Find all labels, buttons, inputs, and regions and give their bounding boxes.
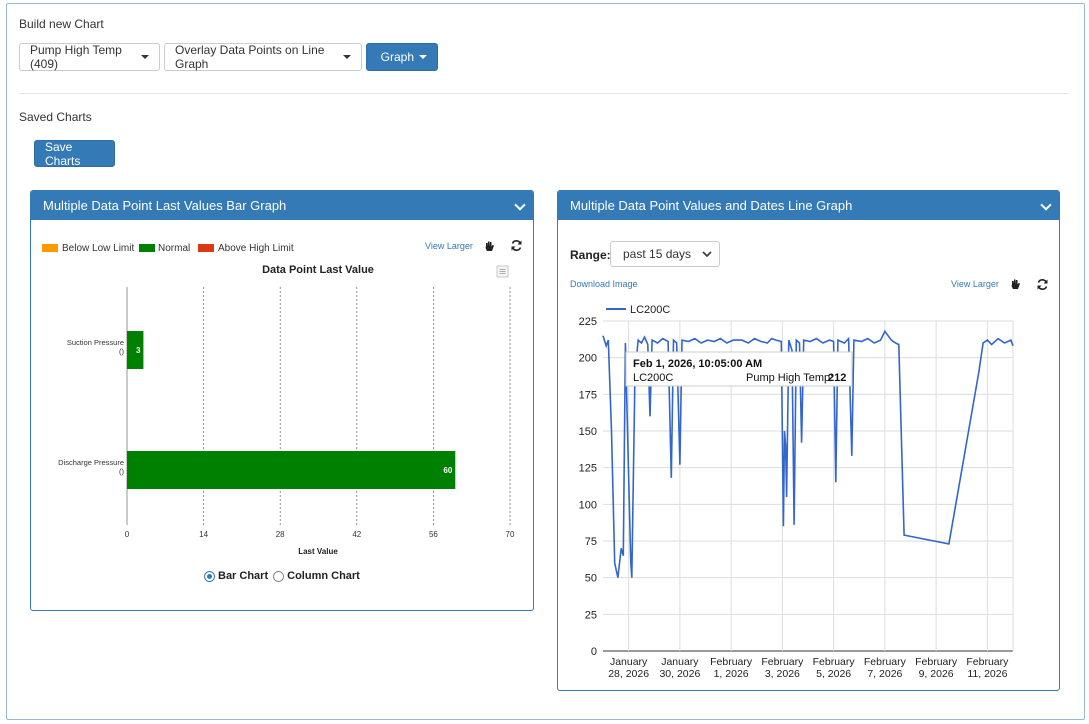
- build-chart-title: Build new Chart: [19, 17, 104, 31]
- data-point-dropdown[interactable]: Pump High Temp (409): [19, 43, 160, 71]
- line-x-tick-label: February: [710, 656, 753, 668]
- bar-view-larger-link[interactable]: View Larger: [425, 241, 473, 251]
- line-view-larger-link[interactable]: View Larger: [951, 279, 999, 289]
- line-y-tick-label: 100: [579, 499, 597, 511]
- bar-data-label: 60: [443, 466, 452, 475]
- line-y-tick-label: 225: [579, 316, 597, 328]
- tooltip-box: [625, 351, 853, 387]
- line-graph-panel-title: Multiple Data Point Values and Dates Lin…: [570, 198, 853, 213]
- radio-column-chart-label[interactable]: Column Chart: [287, 570, 360, 582]
- bar-graph-panel-title: Multiple Data Point Last Values Bar Grap…: [43, 198, 287, 213]
- chevron-down-icon[interactable]: [1040, 199, 1052, 211]
- bar-category-label: (): [119, 347, 124, 356]
- bar-category-label: Discharge Pressure: [58, 458, 124, 467]
- line-x-tick-label: February: [915, 656, 958, 668]
- legend-swatch-below-low: [42, 244, 58, 252]
- chart-type-radio-group: Bar Chart Column Chart: [204, 570, 360, 582]
- line-x-tick-label: 3, 2026: [765, 668, 800, 680]
- line-legend-label: LC200C: [630, 304, 670, 316]
- bar-x-tick-label: 42: [352, 530, 361, 539]
- legend-label-above-high: Above High Limit: [218, 243, 294, 254]
- saved-charts-title: Saved Charts: [19, 110, 92, 124]
- chevron-down-icon: [702, 251, 712, 258]
- refresh-icon[interactable]: [1036, 278, 1049, 291]
- line-x-tick-label: 28, 2026: [608, 668, 649, 680]
- bar-x-tick-label: 0: [125, 530, 130, 539]
- bar-x-tick-label: 14: [199, 530, 208, 539]
- download-image-link[interactable]: Download Image: [570, 279, 638, 289]
- line-x-tick-label: 30, 2026: [659, 668, 700, 680]
- line-x-tick-label: February: [813, 656, 856, 668]
- chevron-down-icon[interactable]: [514, 199, 526, 211]
- bar-category-label: Suction Pressure: [67, 338, 124, 347]
- line-y-tick-label: 200: [579, 353, 597, 365]
- radio-bar-chart[interactable]: [204, 570, 215, 582]
- line-x-tick-label: February: [761, 656, 804, 668]
- line-x-tick-label: 11, 2026: [967, 668, 1007, 680]
- refresh-icon[interactable]: [510, 239, 523, 252]
- save-charts-button[interactable]: Save Charts: [34, 140, 115, 168]
- divider: [19, 93, 1068, 94]
- bar-x-tick-label: 70: [506, 530, 515, 539]
- page-container: [6, 3, 1085, 720]
- chart-mode-dropdown[interactable]: Overlay Data Points on Line Graph: [164, 43, 362, 71]
- radio-bar-chart-label[interactable]: Bar Chart: [218, 570, 269, 582]
- line-tooltip: Feb 1, 2026, 10:05:00 AM LC200C Pump Hig…: [625, 351, 853, 387]
- line-x-tick-label: January: [610, 656, 648, 668]
- hand-icon[interactable]: [1009, 278, 1022, 291]
- line-y-tick-label: 175: [579, 389, 597, 401]
- range-select-value: past 15 days: [623, 247, 692, 261]
- hand-icon[interactable]: [483, 240, 496, 253]
- legend-swatch-above-high: [198, 244, 214, 252]
- legend-label-normal: Normal: [158, 243, 191, 254]
- radio-column-chart[interactable]: [273, 570, 285, 582]
- series-line-lc200c: [602, 329, 1014, 578]
- line-graph-panel: Multiple Data Point Values and Dates Lin…: [557, 190, 1060, 691]
- legend-label-below-low: Below Low Limit: [62, 243, 135, 254]
- line-x-tick-label: 7, 2026: [867, 668, 902, 680]
- line-x-tick-label: 9, 2026: [919, 668, 954, 680]
- line-y-tick-label: 150: [579, 426, 597, 438]
- range-select[interactable]: past 15 days: [610, 241, 720, 267]
- caret-down-icon: [419, 55, 427, 59]
- graph-button[interactable]: Graph: [366, 43, 438, 71]
- bar-1: [127, 451, 456, 489]
- bar-x-axis-label: Last Value: [298, 547, 338, 556]
- bar-0: [127, 331, 144, 369]
- graph-button-label: Graph: [380, 50, 414, 64]
- line-y-tick-label: 50: [585, 573, 597, 585]
- legend-swatch-normal: [139, 244, 155, 252]
- bar-category-label: (): [119, 467, 124, 476]
- chart-mode-dropdown-label: Overlay Data Points on Line Graph: [175, 43, 325, 71]
- line-y-tick-label: 75: [585, 536, 597, 548]
- bar-data-label: 3: [136, 346, 141, 355]
- line-y-tick-label: 25: [585, 609, 597, 621]
- line-x-tick-label: February: [864, 656, 907, 668]
- bar-chart-svg: Data Point Last Value 3 60 Suction Pressu…: [58, 264, 515, 556]
- bar-graph-panel: Multiple Data Point Last Values Bar Grap…: [30, 190, 534, 611]
- tooltip-series: LC200C: [633, 372, 673, 384]
- bar-chart-title: Data Point Last Value: [262, 264, 374, 276]
- line-chart-svg: LC200C 0 25 50 75 100 125 150 175 200 225 January…: [579, 304, 1014, 680]
- line-x-tick-label: 5, 2026: [816, 668, 851, 680]
- bar-graph-panel-header[interactable]: Multiple Data Point Last Values Bar Grap…: [31, 191, 533, 220]
- range-label: Range:: [570, 248, 611, 262]
- caret-down-icon: [141, 55, 149, 59]
- bar-chart-menu-icon[interactable]: [496, 265, 509, 278]
- tooltip-value: 212: [828, 372, 846, 384]
- line-y-tick-label: 125: [579, 463, 597, 475]
- bar-chart-icon: [377, 56, 378, 58]
- line-y-tick-label: 0: [591, 646, 597, 658]
- line-x-tick-label: January: [661, 656, 699, 668]
- bar-x-tick-label: 28: [276, 530, 285, 539]
- data-point-dropdown-label: Pump High Temp (409): [30, 43, 122, 71]
- line-x-tick-label: February: [966, 656, 1009, 668]
- line-graph-panel-header[interactable]: Multiple Data Point Values and Dates Lin…: [558, 191, 1059, 220]
- tooltip-date: Feb 1, 2026, 10:05:00 AM: [633, 358, 762, 370]
- caret-down-icon: [343, 55, 351, 59]
- bar-x-tick-label: 56: [429, 530, 438, 539]
- line-x-tick-label: 1, 2026: [714, 668, 749, 680]
- tooltip-field: Pump High Temp:: [746, 372, 833, 384]
